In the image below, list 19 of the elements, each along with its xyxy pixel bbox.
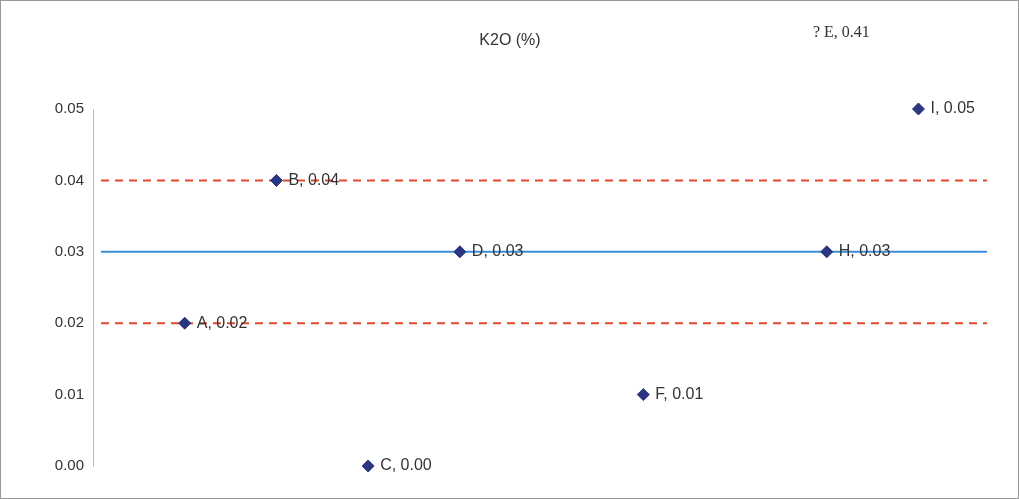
data-label: C, 0.00 bbox=[380, 456, 432, 474]
y-tick-label: 0.05 bbox=[54, 99, 84, 117]
data-label: F, 0.01 bbox=[655, 385, 704, 403]
data-label: I, 0.05 bbox=[930, 99, 976, 117]
point bbox=[361, 459, 375, 473]
point bbox=[911, 102, 925, 116]
point bbox=[636, 388, 650, 402]
point bbox=[178, 316, 192, 330]
y-tick-label: 0.00 bbox=[54, 456, 84, 474]
text: ? E, 0.41 bbox=[812, 23, 870, 41]
point bbox=[820, 245, 834, 259]
y-tick-label: 0.02 bbox=[54, 313, 84, 331]
y-tick-label: 0.03 bbox=[54, 241, 84, 259]
chart-title: K2O (%) bbox=[479, 31, 541, 49]
point bbox=[453, 245, 467, 259]
point bbox=[269, 173, 283, 187]
y-tick-label: 0.01 bbox=[54, 384, 84, 402]
data-label: B, 0.04 bbox=[288, 170, 340, 188]
y-tick-label: 0.04 bbox=[54, 170, 84, 188]
